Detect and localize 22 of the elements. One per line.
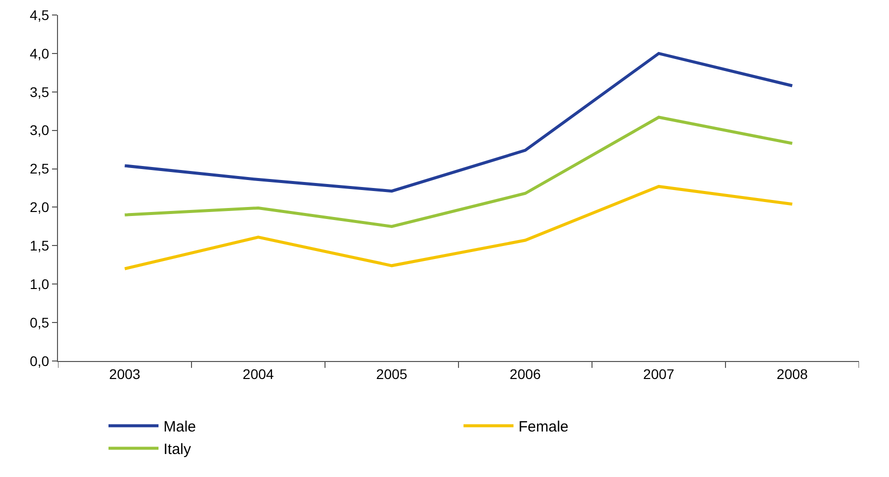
line-series [123,116,794,228]
legend-label: Italy [164,441,192,458]
x-tick-label: 2004 [242,366,274,382]
y-tick-label: 2,0 [30,199,50,216]
y-tick-label: 1,0 [30,276,50,292]
y-tick-label: 0,0 [30,352,50,369]
x-tick-label: 2003 [109,366,141,382]
y-tick-label: 3,0 [30,122,50,138]
y-tick-label: 0,5 [30,314,50,330]
y-tick-label: 4,5 [30,6,50,23]
legend-label: Female [518,418,569,436]
y-tick-label: 2,5 [30,160,50,177]
legend-label: Male [164,418,196,436]
x-tick-label: 2007 [643,366,675,382]
x-tick-label: 2008 [776,366,808,382]
y-tick-label: 3,5 [30,84,50,100]
y-tick-label: 1,5 [30,238,50,254]
line-series [123,184,794,270]
x-tick-label: 2005 [376,366,408,382]
line-series [123,52,794,193]
x-tick-label: 2006 [510,366,542,382]
y-tick-label: 4,0 [30,45,50,62]
